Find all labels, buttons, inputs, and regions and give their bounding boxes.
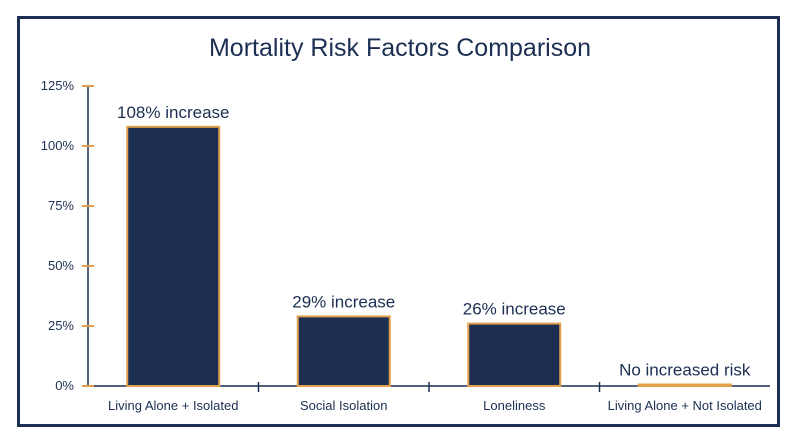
x-category-label: Loneliness — [483, 398, 546, 413]
bar — [296, 315, 391, 387]
y-tick-label: 100% — [41, 138, 75, 153]
y-tick-label: 0% — [55, 378, 74, 393]
bar — [126, 125, 221, 388]
x-category-label: Living Alone + Isolated — [108, 398, 238, 413]
bar — [637, 383, 732, 387]
bar-data-label: 26% increase — [463, 300, 566, 319]
y-tick-label: 25% — [48, 318, 74, 333]
y-tick-label: 50% — [48, 258, 74, 273]
bars — [126, 125, 732, 388]
x-category-label: Social Isolation — [300, 398, 387, 413]
bar-data-label: 108% increase — [117, 103, 229, 122]
labels: Living Alone + Isolated 108% increase Soci… — [108, 103, 762, 413]
bar-data-label: No increased risk — [619, 361, 751, 380]
y-tick-label: 125% — [41, 78, 75, 93]
chart-title: Mortality Risk Factors Comparison — [209, 34, 591, 62]
x-category-label: Living Alone + Not Isolated — [608, 398, 762, 413]
bar — [467, 322, 562, 388]
y-tick-label: 75% — [48, 198, 74, 213]
bar-data-label: 29% increase — [292, 292, 395, 311]
